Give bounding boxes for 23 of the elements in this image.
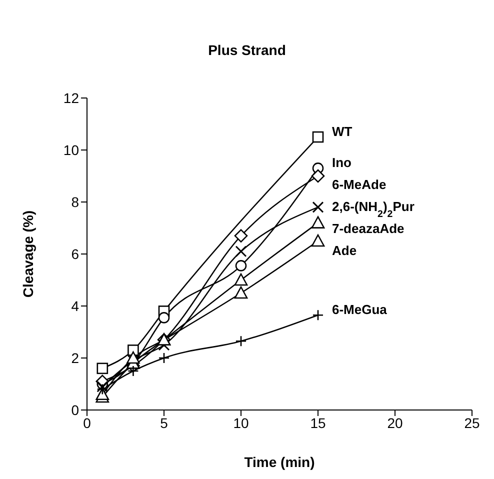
y-tick-label: 8: [71, 194, 80, 210]
y-tick-label: 4: [71, 298, 80, 314]
series-label: 6-MeGua: [332, 302, 388, 318]
series-label: Ade: [332, 243, 357, 258]
series-label: 2,6-(NH$_{2}$)$_{2}$Pur: [332, 199, 414, 220]
x-tick-label: 5: [160, 414, 168, 431]
series-label: 7-deazaAde: [332, 221, 404, 236]
x-axis-title: Time (min): [244, 454, 315, 470]
series-label: Ino: [332, 155, 352, 170]
y-tick-label: 0: [71, 402, 80, 418]
x-tick-label: 0: [83, 414, 92, 431]
series-label: WT: [332, 124, 352, 139]
x-tick-label: 15: [310, 414, 326, 431]
x-tick-label: 20: [387, 414, 403, 431]
y-tick-label: 12: [63, 90, 80, 106]
x-tick-label: 10: [233, 414, 249, 431]
y-tick-label: 2: [71, 350, 80, 366]
chart-title: Plus Strand: [207, 42, 287, 58]
series-label: 6-MeAde: [332, 177, 386, 192]
y-tick-label: 10: [63, 142, 80, 158]
y-tick-label: 6: [71, 246, 80, 262]
x-tick-label: 25: [464, 414, 480, 431]
y-axis-title: Cleavage (%): [20, 210, 36, 298]
